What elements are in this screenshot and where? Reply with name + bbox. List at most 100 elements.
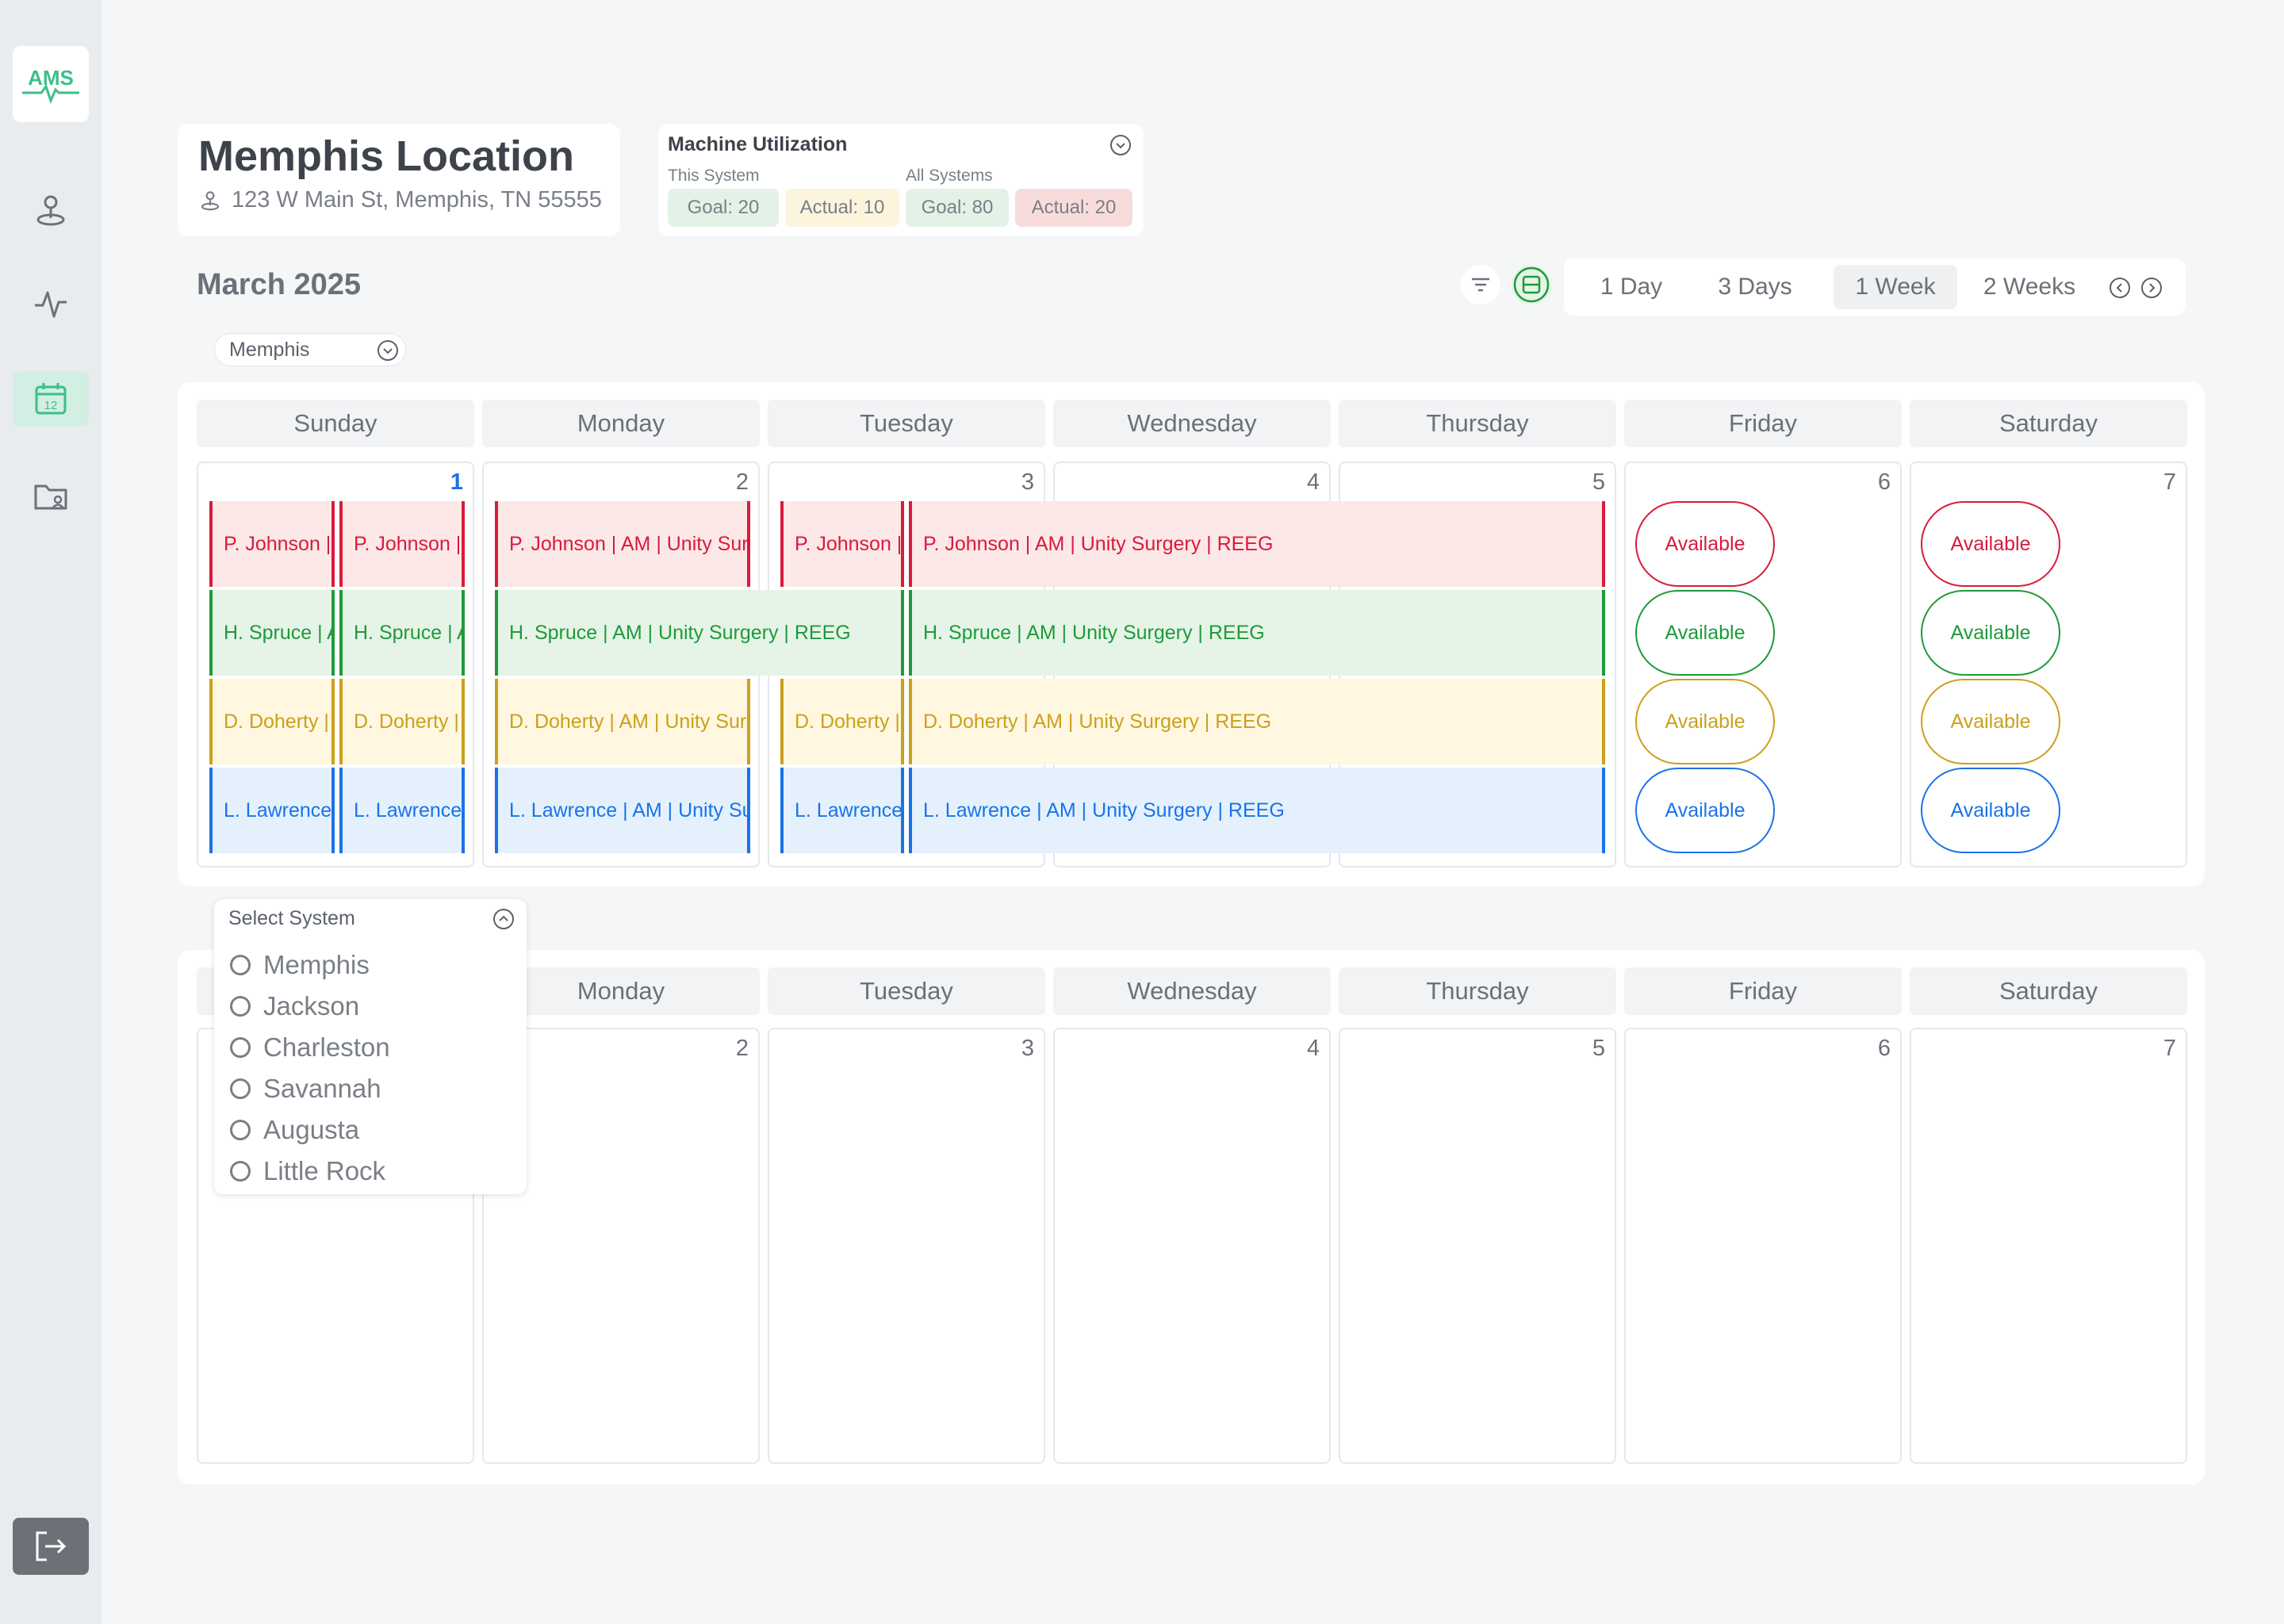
available-slot[interactable]: Available	[1635, 768, 1775, 853]
nav-files[interactable]	[13, 468, 89, 523]
day-cell[interactable]: 5	[1339, 1028, 1616, 1464]
day-cell[interactable]: 4	[1053, 1028, 1331, 1464]
available-slot[interactable]: Available	[1635, 501, 1775, 587]
this-goal-badge: Goal: 20	[668, 189, 779, 227]
available-slot[interactable]: Available	[1921, 679, 2060, 764]
event-block[interactable]: H. Spruce | A	[209, 590, 335, 676]
radio-icon	[230, 955, 251, 975]
option-label: Augusta	[263, 1115, 360, 1144]
folder-user-icon	[34, 485, 67, 510]
this-system-label: This System	[668, 167, 760, 185]
day-header-wednesday: Wednesday	[1053, 400, 1331, 447]
system-option-savannah[interactable]: Savannah	[230, 1074, 381, 1104]
system-select-title: Select System	[228, 907, 355, 929]
day-header-thursday: Thursday	[1339, 967, 1616, 1015]
option-label: Little Rock	[263, 1156, 386, 1185]
system-option-charleston[interactable]: Charleston	[230, 1032, 390, 1063]
day-header-friday: Friday	[1624, 967, 1902, 1015]
logo-icon: AMS	[22, 66, 79, 105]
view-1-week[interactable]: 1 Week	[1834, 265, 1957, 309]
day-header-monday: Monday	[482, 967, 760, 1015]
system-select-dropdown: Select System Memphis Jackson Charleston…	[214, 899, 527, 1194]
nav-calendar[interactable]: 12	[13, 371, 89, 427]
event-block[interactable]: P. Johnson | AM | Unity Surgery | REEG	[909, 501, 1605, 587]
system-option-augusta[interactable]: Augusta	[230, 1115, 359, 1145]
date-number: 5	[1592, 469, 1605, 495]
option-label: Jackson	[263, 991, 360, 1021]
week-panel-2: Monday Tuesday Wednesday Thursday Friday…	[178, 950, 2205, 1484]
available-slot[interactable]: Available	[1921, 590, 2060, 676]
event-block[interactable]: P. Johnson |	[780, 501, 904, 587]
event-block[interactable]: H. Spruce | AM | Unity Surgery | REEG	[909, 590, 1605, 676]
sidebar: AMS 12	[0, 0, 102, 1624]
available-slot[interactable]: Available	[1921, 501, 2060, 587]
available-slot[interactable]: Available	[1635, 590, 1775, 676]
event-block[interactable]: L. Lawrence	[339, 768, 465, 853]
day-cell[interactable]: 2	[482, 1028, 760, 1464]
location-dropdown[interactable]: Memphis	[214, 333, 406, 366]
address-text: 123 W Main St, Memphis, TN 55555	[232, 187, 602, 213]
view-3-days[interactable]: 3 Days	[1718, 274, 1792, 300]
logout-button[interactable]	[13, 1518, 89, 1575]
event-block[interactable]: D. Doherty |	[339, 679, 465, 764]
available-slot[interactable]: Available	[1635, 679, 1775, 764]
option-label: Charleston	[263, 1032, 390, 1062]
next-button[interactable]	[2140, 276, 2163, 300]
date-number: 2	[735, 469, 749, 495]
day-cell[interactable]: 7	[1910, 1028, 2187, 1464]
date-number: 4	[1306, 1036, 1320, 1061]
view-selector: 1 Day 3 Days 1 Week 2 Weeks	[1564, 259, 2186, 316]
utilization-toggle[interactable]	[1109, 133, 1132, 157]
day-header-friday: Friday	[1624, 400, 1902, 447]
event-block[interactable]: D. Doherty |	[780, 679, 904, 764]
view-1-day[interactable]: 1 Day	[1600, 274, 1663, 300]
event-block[interactable]: L. Lawrence	[780, 768, 904, 853]
event-block[interactable]: H. Spruce | AM | Unity Surgery | REEG	[495, 590, 904, 676]
day-cell[interactable]: 6	[1624, 1028, 1902, 1464]
event-block[interactable]: P. Johnson | AM | Unity Sur	[495, 501, 750, 587]
location-address: 123 W Main St, Memphis, TN 55555	[198, 187, 602, 213]
week-panel-1: Sunday Monday Tuesday Wednesday Thursday…	[178, 382, 2205, 887]
event-block[interactable]: L. Lawrence	[209, 768, 335, 853]
date-number: 3	[1021, 469, 1034, 495]
view-2-weeks[interactable]: 2 Weeks	[1983, 274, 2076, 300]
date-number: 7	[2163, 469, 2176, 495]
date-number: 4	[1306, 469, 1320, 495]
event-block[interactable]: D. Doherty | AM | Unity Surg	[495, 679, 750, 764]
svg-text:12: 12	[44, 399, 58, 412]
location-title: Memphis Location	[198, 132, 575, 180]
nav-activity[interactable]	[13, 276, 89, 331]
system-select-collapse[interactable]	[492, 907, 515, 931]
prev-button[interactable]	[2108, 276, 2132, 300]
option-label: Savannah	[263, 1074, 381, 1103]
available-slot[interactable]: Available	[1921, 768, 2060, 853]
day-header-saturday: Saturday	[1910, 400, 2187, 447]
svg-text:AMS: AMS	[28, 66, 74, 90]
event-block[interactable]: H. Spruce | A	[339, 590, 465, 676]
event-block[interactable]: D. Doherty |	[209, 679, 335, 764]
day-header-thursday: Thursday	[1339, 400, 1616, 447]
event-block[interactable]: D. Doherty | AM | Unity Surgery | REEG	[909, 679, 1605, 764]
nav-location[interactable]	[13, 182, 89, 238]
radio-icon	[230, 1037, 251, 1058]
system-option-little-rock[interactable]: Little Rock	[230, 1156, 385, 1186]
event-block[interactable]: P. Johnson |	[209, 501, 335, 587]
this-actual-badge: Actual: 10	[785, 189, 899, 227]
layout-toggle-button[interactable]	[1512, 265, 1551, 304]
filter-button[interactable]	[1461, 265, 1500, 304]
event-block[interactable]: P. Johnson |	[339, 501, 465, 587]
event-block[interactable]: L. Lawrence | AM | Unity Surgery | REEG	[909, 768, 1605, 853]
logout-icon	[36, 1531, 67, 1561]
event-block[interactable]: L. Lawrence | AM | Unity Su	[495, 768, 750, 853]
day-cell[interactable]: 3	[768, 1028, 1045, 1464]
all-systems-label: All Systems	[906, 167, 993, 185]
app-logo[interactable]: AMS	[13, 46, 89, 122]
date-number: 2	[735, 1036, 749, 1061]
chevron-down-icon	[1110, 135, 1131, 155]
system-option-jackson[interactable]: Jackson	[230, 991, 359, 1021]
utilization-title: Machine Utilization	[668, 133, 848, 155]
chevron-up-icon	[493, 909, 514, 929]
system-option-memphis[interactable]: Memphis	[230, 950, 370, 980]
date-number: 6	[1877, 1036, 1891, 1061]
radio-icon	[230, 1161, 251, 1182]
